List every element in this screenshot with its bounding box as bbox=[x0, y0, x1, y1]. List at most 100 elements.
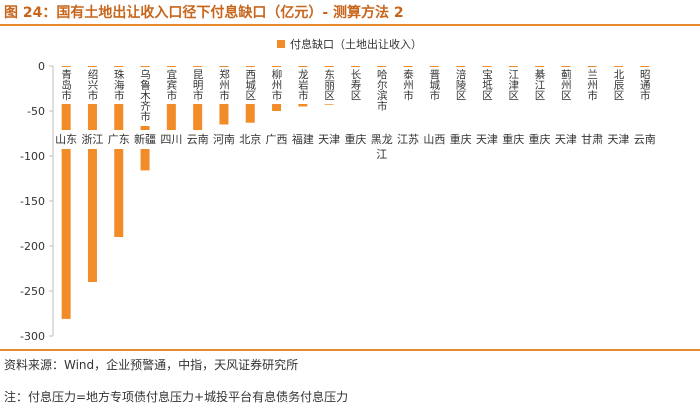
province-label: 天津 bbox=[318, 133, 340, 146]
city-label: 龙岩市 bbox=[297, 68, 309, 101]
bottom-rule bbox=[0, 349, 700, 351]
province-label: 重庆 bbox=[529, 132, 551, 146]
top-rule bbox=[0, 24, 700, 26]
province-label-box bbox=[553, 130, 579, 149]
bar bbox=[166, 66, 176, 145]
city-label-box bbox=[165, 67, 178, 104]
province-label-box bbox=[474, 130, 500, 149]
city-label-box bbox=[139, 67, 152, 126]
y-tick-label: -300 bbox=[20, 330, 45, 343]
province-label-box bbox=[53, 130, 79, 149]
city-label-box bbox=[349, 67, 362, 104]
city-label-box bbox=[402, 67, 415, 104]
legend-label: 付息缺口（土地出让收入） bbox=[290, 37, 422, 51]
province-label-box bbox=[632, 130, 658, 149]
province-label: 重庆 bbox=[344, 132, 366, 146]
province-label: 河南 bbox=[213, 133, 235, 146]
province-label-box bbox=[185, 130, 211, 149]
city-labels: 青岛市 绍兴市 珠海市 乌鲁木齐市 宜宾市 昆明市 郑州市 西城区 柳州市 龙岩市 东丽区 长寿区 哈尔… bbox=[60, 67, 651, 126]
province-label-box bbox=[342, 130, 368, 149]
province-label-box bbox=[500, 130, 526, 149]
province-label-box bbox=[106, 130, 132, 149]
y-tick-label: -100 bbox=[20, 150, 45, 163]
source-note: 资料来源：Wind，企业预警通，中指，天风证券研究所 bbox=[4, 358, 299, 372]
bar bbox=[114, 66, 124, 237]
city-label: 青岛市 bbox=[60, 68, 72, 101]
province-label-box bbox=[290, 130, 316, 149]
province-label-box bbox=[605, 130, 631, 149]
province-labels: 山东 浙江 广东 新疆 四川 云南 河南 北京 广西 福建 天津 重庆 黑龙江江苏 山西 重庆 天津 重庆 重庆天… bbox=[53, 130, 658, 164]
city-label: 哈尔滨市 bbox=[376, 68, 388, 112]
city-label-box bbox=[612, 67, 625, 104]
legend-swatch bbox=[277, 40, 285, 48]
city-label: 柳州市 bbox=[271, 68, 283, 101]
province-label: 江苏 bbox=[397, 133, 419, 146]
city-label-box bbox=[480, 67, 493, 104]
province-label: 天津 bbox=[607, 133, 629, 146]
city-label: 江津区 bbox=[507, 69, 519, 101]
y-tick-label: -250 bbox=[20, 285, 45, 298]
city-label-box bbox=[60, 67, 73, 104]
city-label: 綦江区 bbox=[534, 68, 546, 100]
province-label-box bbox=[237, 130, 263, 149]
province-label: 福建 bbox=[292, 132, 314, 146]
y-tick-label: -150 bbox=[20, 195, 45, 208]
city-label-box bbox=[244, 67, 257, 104]
city-label-box bbox=[270, 67, 283, 104]
city-label: 北辰区 bbox=[612, 69, 624, 101]
province-label: 广西 bbox=[266, 133, 288, 146]
city-label: 西城区 bbox=[244, 69, 256, 101]
province-label: 天津 bbox=[476, 133, 498, 146]
city-label: 宝坻区 bbox=[481, 68, 493, 100]
province-label-box bbox=[527, 130, 553, 149]
province-label-box bbox=[369, 130, 395, 164]
city-label-box bbox=[296, 67, 309, 104]
province-label: 黑龙 bbox=[371, 133, 393, 146]
city-label-box bbox=[217, 67, 230, 104]
province-label-box bbox=[395, 130, 421, 149]
province-label: 重庆 bbox=[502, 132, 524, 146]
city-label-box bbox=[638, 67, 651, 104]
bar bbox=[61, 66, 71, 319]
city-label: 泰州市 bbox=[402, 68, 414, 101]
province-label-box bbox=[448, 130, 474, 149]
city-label: 涪陵区 bbox=[455, 68, 467, 100]
province-label: 山东 bbox=[55, 133, 77, 146]
bar bbox=[87, 66, 97, 282]
city-label-box bbox=[323, 67, 336, 104]
city-label: 兰州市 bbox=[586, 68, 598, 101]
city-label-box bbox=[191, 67, 204, 104]
province-label: 新疆 bbox=[134, 132, 156, 146]
province-label-box bbox=[211, 130, 237, 149]
province-label-box bbox=[421, 130, 447, 149]
province-label: 四川 bbox=[160, 133, 182, 146]
province-label-box bbox=[158, 130, 184, 149]
city-label-box bbox=[86, 67, 99, 104]
city-label: 昆明市 bbox=[192, 69, 204, 101]
province-label: 甘肃 bbox=[581, 133, 603, 146]
city-label-box bbox=[533, 67, 546, 104]
city-label-box bbox=[559, 67, 572, 104]
province-label: 重庆 bbox=[450, 132, 472, 146]
legend: 付息缺口（土地出让收入） bbox=[277, 37, 422, 51]
city-label-box bbox=[428, 67, 441, 104]
city-label-box bbox=[586, 67, 599, 104]
chart-title: 图 24：国有土地出让收入口径下付息缺口（亿元）- 测算方法 2 bbox=[4, 5, 404, 21]
province-label: 云南 bbox=[187, 133, 209, 146]
y-tick-label: 0 bbox=[38, 60, 45, 73]
province-label: 北京 bbox=[239, 132, 261, 146]
province-label: 山西 bbox=[423, 133, 445, 146]
city-label: 珠海市 bbox=[113, 68, 125, 101]
city-label: 昭通市 bbox=[639, 69, 651, 101]
city-label: 绍兴市 bbox=[86, 68, 98, 101]
city-label: 郑州市 bbox=[218, 68, 230, 101]
city-label-box bbox=[454, 67, 467, 104]
province-label-box bbox=[579, 130, 605, 149]
y-axis-ticks: 0 -50 -100 -150 -200 -250 -300 bbox=[20, 60, 53, 343]
city-label: 蓟州区 bbox=[560, 68, 572, 100]
bar-chart: 付息缺口（土地出让收入） 0 -50 -100 -150 -200 -250 -300 山东… bbox=[20, 37, 658, 343]
city-label: 乌鲁木齐市 bbox=[139, 68, 151, 122]
province-label: 江 bbox=[376, 148, 387, 161]
province-label-box bbox=[79, 130, 105, 149]
city-label-box bbox=[112, 67, 125, 104]
